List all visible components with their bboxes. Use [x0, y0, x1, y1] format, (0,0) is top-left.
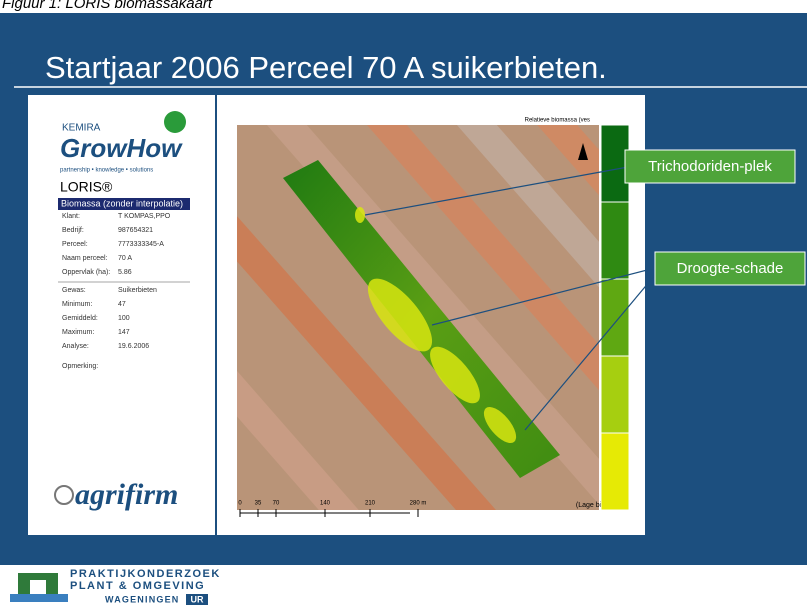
slide-page: Figuur 1: LORIS biomassakaart Startjaar … [0, 0, 807, 606]
info-value: 70 A [118, 255, 132, 262]
info-label: Perceel: [62, 241, 88, 248]
info-label: Gewas: [62, 287, 86, 294]
scale-label: 210 [365, 501, 376, 507]
info-value: 147 [118, 329, 130, 336]
tagline: partnership • knowledge • solutions [60, 168, 153, 174]
logo: GrowHow [60, 133, 183, 163]
footer-line1: PRAKTIJKONDERZOEK [70, 568, 221, 580]
footer-line2: PLANT & OMGEVING [70, 580, 205, 592]
scale-label: 280 m [410, 501, 427, 507]
info-label: Analyse: [62, 343, 89, 350]
info-label: Klant: [62, 213, 80, 220]
caption: Figuur 1: LORIS biomassakaart [2, 0, 213, 12]
legend-swatch [601, 279, 629, 356]
info-value: 100 [118, 315, 130, 322]
info-value: Suikerbieten [118, 287, 157, 294]
info-label: Gemiddeld: [62, 315, 98, 322]
callout-label: Trichodoriden-plek [648, 158, 772, 175]
scale-label: 35 [255, 501, 262, 507]
info-value: 987654321 [118, 227, 153, 234]
info-value: T KOMPAS,PPO [118, 213, 171, 220]
slide-title: Startjaar 2006 Perceel 70 A suikerbieten… [45, 50, 607, 85]
scale-label: 140 [320, 501, 331, 507]
legend-swatch [601, 356, 629, 433]
legend-swatch [601, 202, 629, 279]
subtitle: Biomassa (zonder interpolatie) [61, 198, 183, 208]
footer-logo: agrifirm [75, 478, 178, 511]
info-label: Maximum: [62, 329, 94, 336]
info-label: Opmerking: [62, 363, 98, 370]
info-label: Minimum: [62, 301, 92, 308]
info-value: 19.6.2006 [118, 343, 149, 350]
footer-line3: WAGENINGEN [105, 594, 180, 604]
footer-line3b: UR [191, 594, 204, 604]
info-value: 47 [118, 301, 126, 308]
legend-swatch [601, 433, 629, 510]
info-label: Bedrijf: [62, 227, 84, 234]
ppo-icon-water [10, 594, 68, 602]
brand-icon [164, 111, 186, 133]
info-value: 5.86 [118, 269, 132, 276]
legend-top: Relatieve biomassa (ves [525, 118, 590, 124]
info-label: Oppervlak (ha): [62, 269, 110, 276]
product: LORIS® [60, 179, 113, 195]
callout-label: Droogte-schade [677, 260, 784, 277]
info-value: 7773333345-A [118, 241, 164, 248]
scale-label: 70 [273, 501, 280, 507]
info-label: Naam perceel: [62, 255, 108, 262]
